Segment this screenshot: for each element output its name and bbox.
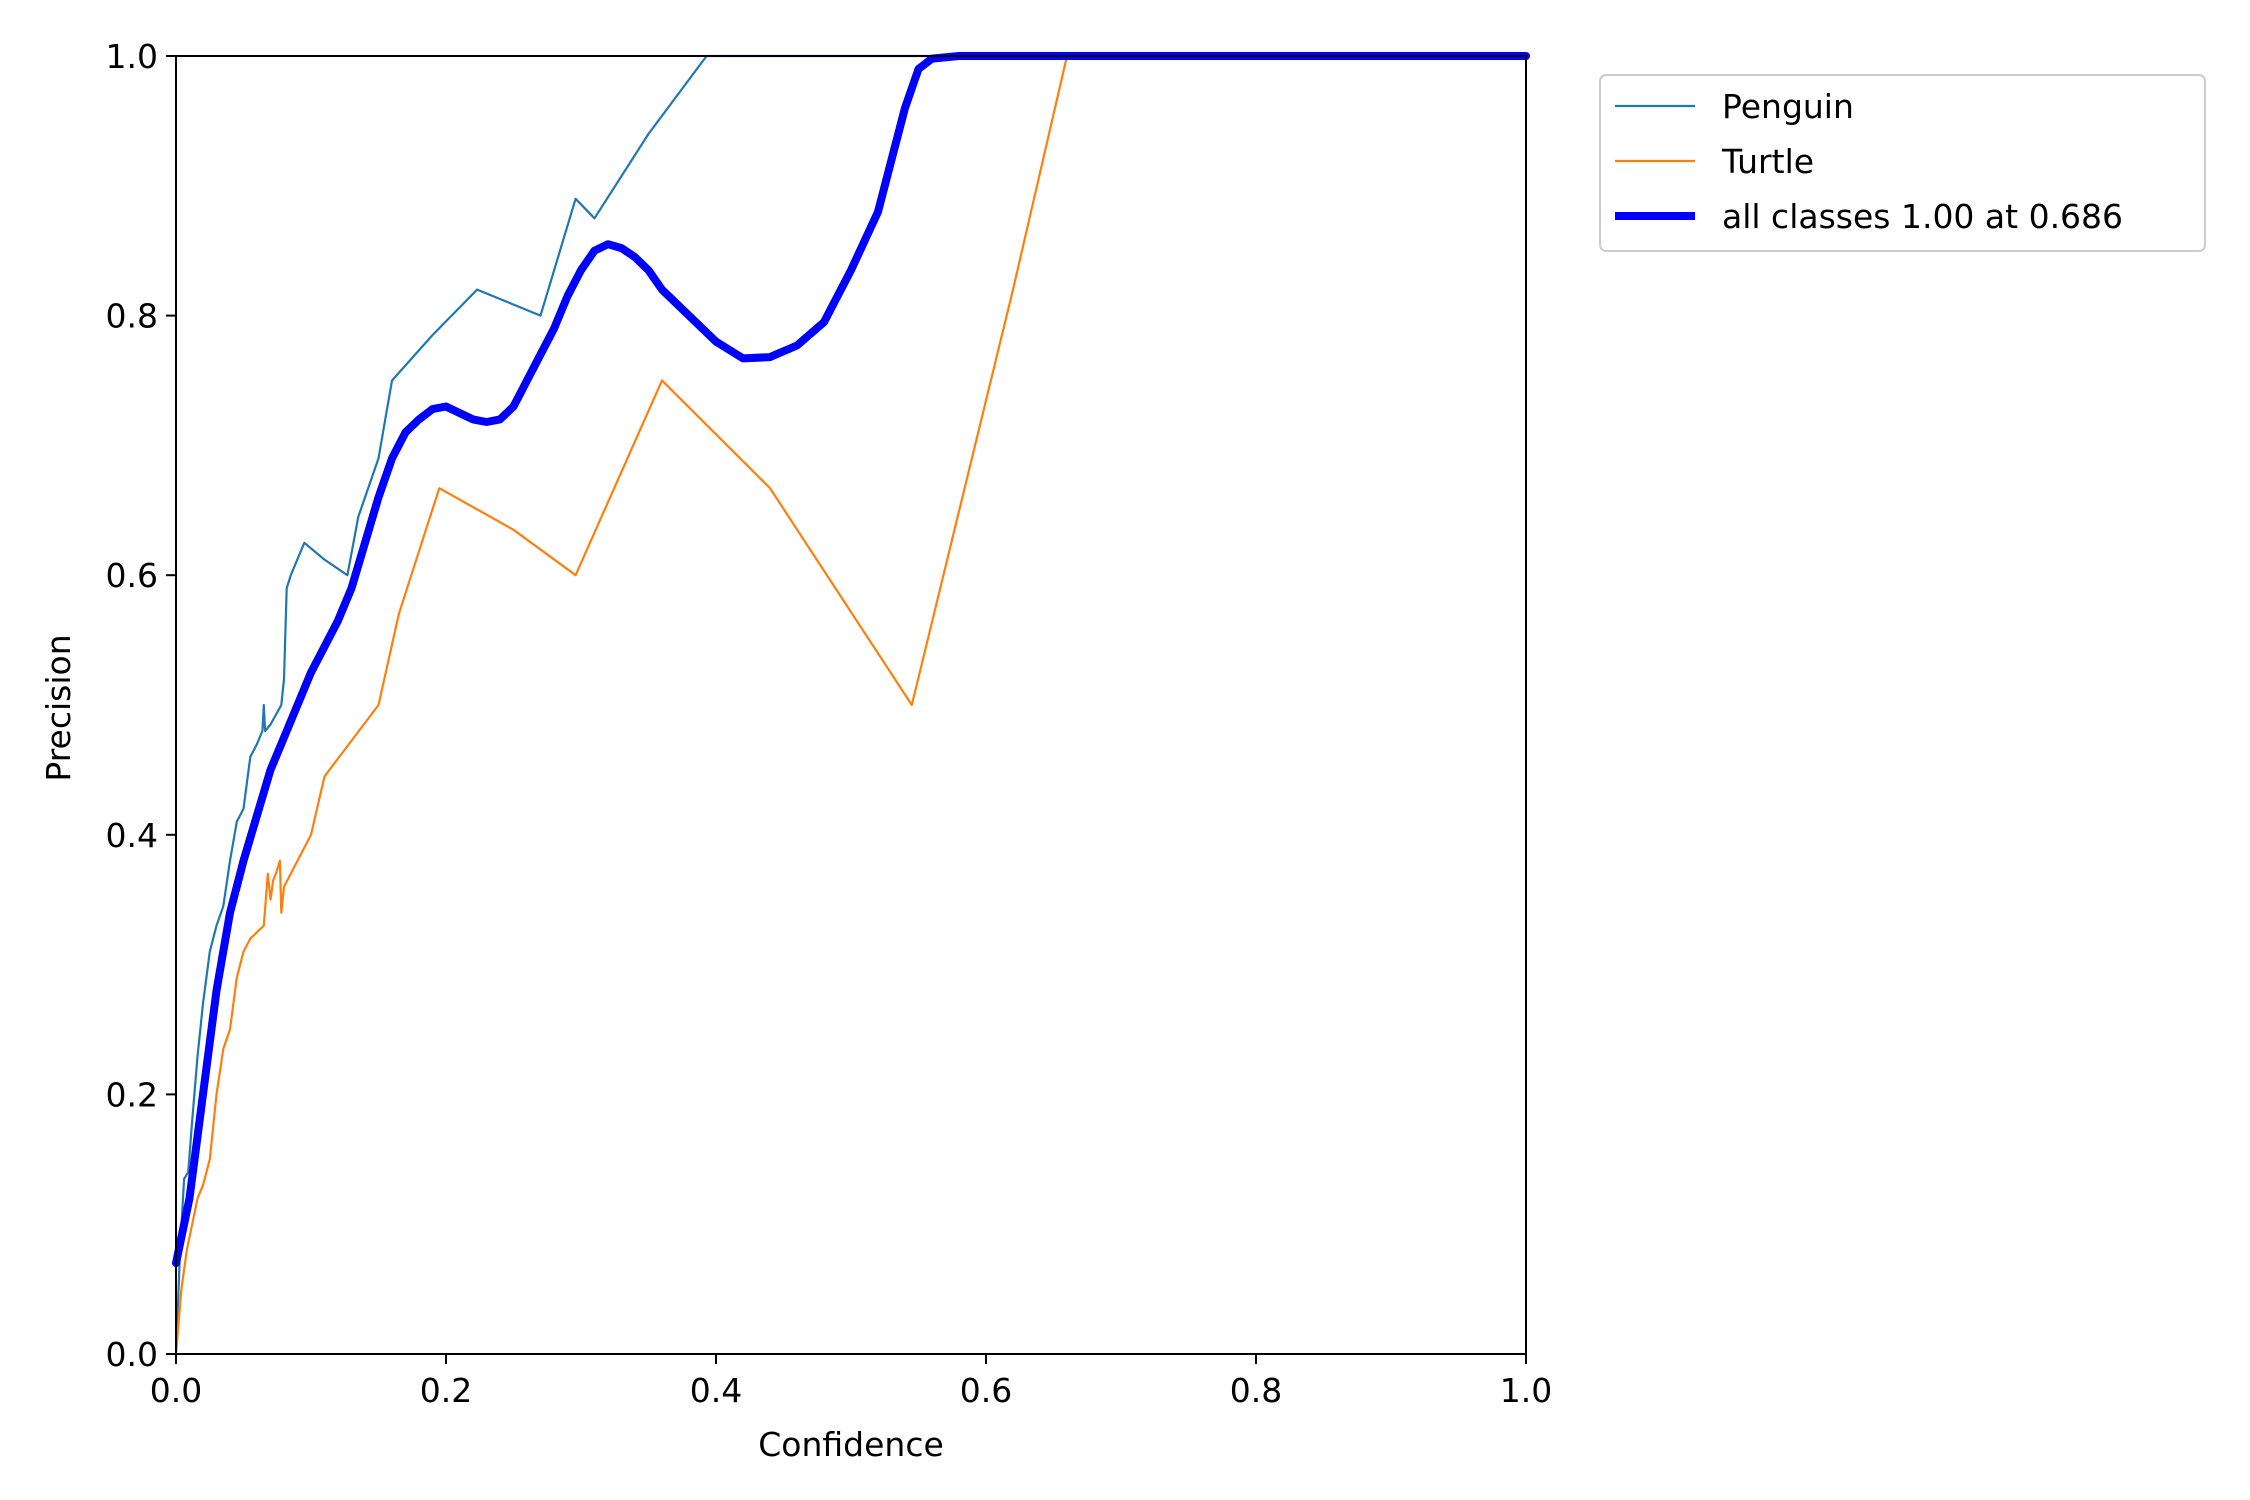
legend-label-1: Penguin — [1722, 87, 1854, 126]
y-tick-label: 0.8 — [106, 297, 158, 336]
plot-lines — [172, 52, 1530, 1356]
y-tick-label: 0.2 — [106, 1075, 158, 1114]
series-line-2 — [174, 54, 1528, 1356]
legend: Penguin Turtle all classes 1.00 at 0.686 — [1599, 74, 2206, 252]
y-tick-label: 0.6 — [106, 556, 158, 595]
x-tick-label: 0.8 — [1230, 1371, 1282, 1410]
x-axis-label: Confidence — [758, 1425, 944, 1464]
x-tick-label: 1.0 — [1500, 1371, 1552, 1410]
x-tick-label: 0.2 — [420, 1371, 472, 1410]
legend-box — [1599, 74, 2206, 252]
legend-label-2: Turtle — [1721, 142, 1814, 181]
y-tick-label: 1.0 — [106, 37, 158, 76]
x-axis-ticks: 0.0 0.2 0.4 0.6 0.8 1.0 — [150, 1354, 1552, 1410]
y-axis-label: Precision — [39, 634, 78, 781]
x-tick-label: 0.0 — [150, 1371, 202, 1410]
y-tick-label: 0.4 — [106, 816, 158, 855]
y-axis-ticks: 0.0 0.2 0.4 0.6 0.8 1.0 — [106, 37, 176, 1374]
x-tick-label: 0.4 — [690, 1371, 742, 1410]
y-tick-label: 0.0 — [106, 1335, 158, 1374]
legend-label-3: all classes 1.00 at 0.686 — [1722, 197, 2123, 236]
legend-items: Penguin Turtle all classes 1.00 at 0.686 — [1615, 87, 2123, 236]
plot-frame — [175, 55, 1527, 1355]
x-tick-label: 0.6 — [960, 1371, 1012, 1410]
series-line-3 — [172, 52, 1530, 1268]
